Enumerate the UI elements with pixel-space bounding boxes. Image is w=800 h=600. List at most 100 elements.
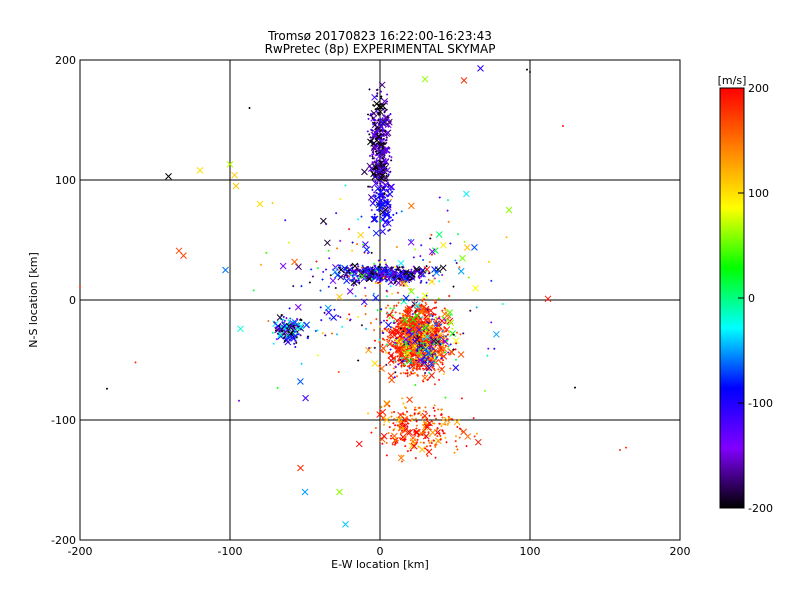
scatter-point (439, 336, 442, 339)
scatter-point (412, 351, 415, 354)
scatter-point (415, 420, 418, 423)
scatter-point (433, 404, 436, 407)
scatter-point (410, 273, 413, 276)
scatter-point (396, 344, 399, 347)
scatter-point (437, 326, 440, 329)
scatter-point (387, 186, 390, 189)
scatter-point (447, 351, 450, 354)
scatter-point (298, 328, 301, 331)
scatter-point (394, 311, 397, 314)
scatter-point (357, 265, 360, 268)
scatter-point-x (291, 258, 298, 266)
scatter-point-x (423, 364, 430, 371)
scatter-point (372, 119, 375, 122)
scatter-point-x (404, 349, 411, 356)
scatter-point (400, 419, 403, 422)
scatter-point (355, 270, 358, 273)
scatter-point (367, 117, 370, 120)
scatter-point (384, 148, 387, 151)
scatter-point (365, 327, 368, 330)
scatter-point (411, 324, 414, 327)
scatter-point (299, 334, 302, 337)
scatter-point (290, 337, 293, 340)
scatter-point (418, 351, 421, 354)
scatter-point (287, 319, 290, 322)
scatter-point (374, 282, 377, 285)
scatter-point (389, 272, 392, 275)
scatter-point (454, 348, 457, 351)
scatter-point (403, 436, 406, 439)
scatter-point-x (378, 81, 386, 89)
scatter-point (493, 347, 496, 350)
scatter-point (439, 347, 442, 350)
scatter-point (385, 174, 388, 177)
scatter-point-x (381, 219, 389, 226)
scatter-point (438, 337, 441, 340)
scatter-point (455, 262, 458, 265)
scatter-point (399, 327, 402, 330)
scatter-point (562, 125, 564, 127)
scatter-point (456, 426, 459, 429)
scatter-point (373, 329, 376, 332)
scatter-point (375, 269, 378, 272)
scatter-point (378, 120, 381, 123)
scatter-point (289, 329, 292, 332)
scatter-point (434, 357, 437, 360)
scatter-point (393, 265, 396, 268)
scatter-point (422, 258, 425, 261)
scatter-point (410, 325, 413, 328)
scatter-point (416, 368, 419, 371)
scatter-point-x (416, 356, 424, 364)
scatter-point (386, 93, 389, 96)
scatter-point-x (438, 317, 446, 325)
scatter-point (106, 387, 108, 390)
scatter-point-x (421, 412, 429, 420)
scatter-point (378, 263, 381, 266)
scatter-point (378, 210, 381, 213)
scatter-point (407, 342, 410, 345)
scatter-point (350, 272, 353, 275)
scatter-point (383, 339, 386, 342)
scatter-point (421, 337, 424, 340)
scatter-point-x (365, 346, 372, 354)
scatter-point (424, 447, 427, 450)
scatter-point-x (196, 167, 204, 174)
y-tick-label: 100 (55, 174, 76, 187)
scatter-point (428, 344, 431, 347)
scatter-point (348, 313, 351, 316)
scatter-point-x (424, 350, 432, 357)
scatter-point (381, 442, 384, 445)
scatter-point (323, 311, 326, 314)
scatter-point-x (388, 183, 395, 191)
scatter-point-x (403, 276, 411, 284)
scatter-point (366, 130, 369, 133)
scatter-point (380, 308, 383, 311)
scatter-point (427, 439, 430, 442)
scatter-point-x (505, 206, 513, 214)
scatter-point (429, 313, 432, 316)
scatter-point (378, 281, 381, 284)
scatter-point (372, 174, 375, 177)
scatter-point-x (372, 229, 380, 237)
scatter-point-x (404, 306, 412, 313)
scatter-point (434, 320, 437, 323)
scatter-point (434, 456, 437, 459)
scatter-point-x (435, 231, 443, 238)
scatter-point (357, 315, 360, 318)
scatter-point-x (378, 174, 386, 182)
scatter-point (407, 345, 410, 348)
scatter-point (451, 327, 454, 330)
scatter-point (353, 277, 356, 280)
scatter-point-x (394, 345, 402, 353)
scatter-point (384, 186, 387, 189)
scatter-point-x (358, 272, 366, 280)
scatter-point-x (378, 172, 386, 180)
scatter-point (369, 322, 372, 325)
scatter-point (432, 313, 435, 316)
scatter-point (375, 318, 378, 321)
scatter-point (404, 372, 407, 375)
scatter-point (486, 354, 489, 357)
scatter-point (393, 304, 396, 307)
scatter-point (419, 368, 422, 371)
scatter-point-x (544, 295, 552, 303)
